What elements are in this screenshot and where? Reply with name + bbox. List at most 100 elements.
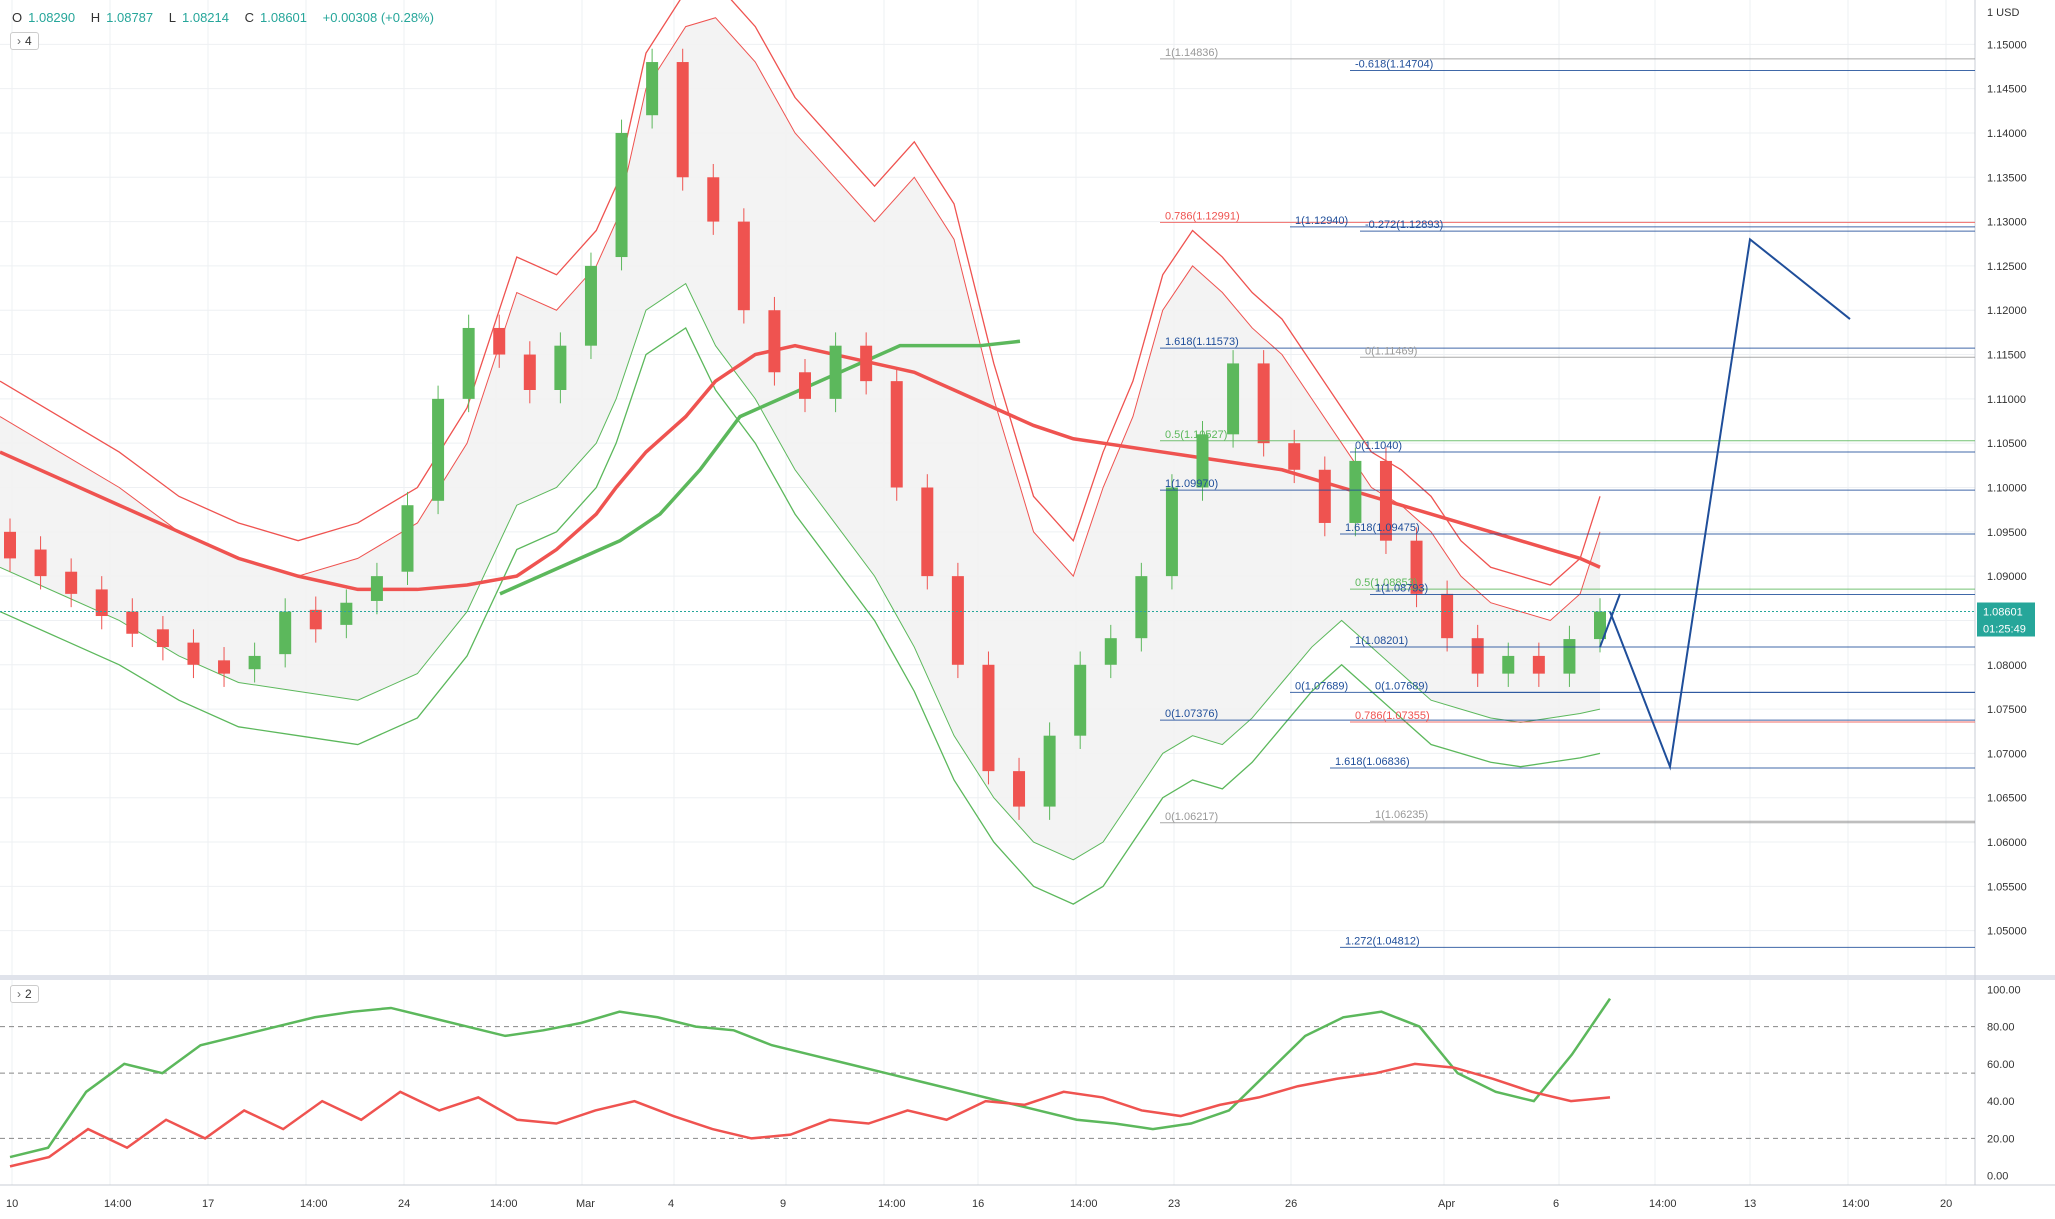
price-axis-tick: 1.13500 [1987, 172, 2027, 184]
chevron-right-icon: › [17, 34, 21, 48]
projection-path [1609, 237, 1851, 771]
time-axis-tick: 14:00 [1070, 1198, 1098, 1210]
fib-level-label: 1(1.09970) [1165, 478, 1218, 490]
candle-body [768, 310, 781, 373]
candle-body [707, 177, 720, 222]
candle-body [4, 531, 16, 559]
candle-body [156, 629, 169, 648]
high-label: H [90, 10, 101, 25]
time-axis-tick: 6 [1553, 1198, 1559, 1210]
price-axis-tick: 1.14000 [1987, 128, 2027, 140]
candle-body [1165, 487, 1178, 577]
fib-level-label: 0.786(1.12991) [1165, 210, 1240, 222]
time-axis-tick: 14:00 [104, 1198, 132, 1210]
candle-body [1074, 664, 1087, 736]
candle-body [370, 576, 383, 601]
currency-label: 1 USD [1987, 7, 2019, 19]
fib-level-label: 1.272(1.04812) [1345, 935, 1420, 947]
candle-body [554, 345, 567, 390]
chevron-right-icon: › [17, 987, 21, 1001]
price-axis-tick: 1.09000 [1987, 571, 2027, 583]
price-axis-tick: 1.09500 [1987, 527, 2027, 539]
moving-average-green [499, 339, 1021, 596]
candle-body [523, 354, 536, 390]
moving-average-red [0, 343, 1601, 592]
price-axis-tick: 1.12000 [1987, 305, 2027, 317]
time-axis-tick: 10 [6, 1198, 18, 1210]
time-axis-tick: 14:00 [1649, 1198, 1677, 1210]
osc-pane-indicator-toggle[interactable]: › 2 [10, 985, 39, 1003]
fib-level-label: 1(1.12940) [1295, 215, 1348, 227]
close-value: 1.08601 [260, 10, 308, 25]
time-axis-tick: Apr [1438, 1198, 1455, 1210]
price-axis-tick: 1.05500 [1987, 881, 2027, 893]
time-axis-tick: 14:00 [878, 1198, 906, 1210]
candle-body [1196, 434, 1209, 488]
close-label: C [244, 10, 255, 25]
fib-level-label: 0(1.1040) [1355, 440, 1402, 452]
candle-body [615, 132, 628, 258]
fib-level-label: 1(1.06235) [1375, 809, 1428, 821]
candle-body [921, 487, 934, 577]
candle-body [126, 611, 139, 634]
fib-level-label: 1.618(1.06836) [1335, 756, 1410, 768]
upper-envelope-outer [0, 0, 1601, 586]
fib-level-label: 1(1.08793) [1375, 582, 1428, 594]
candle-body [1288, 443, 1301, 470]
time-axis-tick: 4 [668, 1198, 674, 1210]
fib-level-label: 0(1.07376) [1165, 708, 1218, 720]
candle-body [432, 398, 445, 501]
candle-body [1471, 638, 1484, 674]
candle-body [1043, 735, 1056, 807]
countdown-bg [1977, 619, 2035, 637]
open-value: 1.08290 [28, 10, 76, 25]
price-axis-tick: 1.13000 [1987, 217, 2027, 229]
countdown-tag: 01:25:49 [1983, 624, 2026, 636]
oscillator-line-green [9, 997, 1612, 1159]
pane-separator [0, 975, 2055, 980]
time-axis-tick: 23 [1168, 1198, 1180, 1210]
envelope-band [0, 17, 1600, 860]
fib-level-label: 0.786(1.07355) [1355, 710, 1430, 722]
price-axis-tick: 1.07500 [1987, 704, 2027, 716]
price-axis-tick: 1.08000 [1987, 660, 2027, 672]
oscillator-axis-tick: 20.00 [1987, 1133, 2015, 1145]
price-tag: 1.08601 [1983, 607, 2023, 619]
candle-body [951, 576, 964, 665]
candle-body [309, 609, 322, 630]
candle-body [1594, 611, 1606, 640]
change-value: +0.00308 (+0.28%) [322, 10, 434, 25]
candle-body [1379, 460, 1392, 541]
lower-envelope-outer [0, 326, 1601, 905]
time-axis-tick: 14:00 [490, 1198, 518, 1210]
candle-body [1104, 638, 1117, 665]
price-axis-tick: 1.11500 [1987, 350, 2026, 362]
price-axis-tick: 1.05000 [1987, 926, 2027, 938]
candle-body [1532, 655, 1545, 674]
candle-body [34, 549, 47, 577]
oscillator-axis-tick: 40.00 [1987, 1096, 2015, 1108]
price-axis-tick: 1.10000 [1987, 483, 2027, 495]
time-axis-tick: 24 [398, 1198, 410, 1210]
candle-body [187, 642, 200, 665]
fib-level-label: -0.618(1.14704) [1355, 59, 1433, 71]
price-axis-tick: 1.10500 [1987, 438, 2027, 450]
candle-body [799, 372, 811, 399]
candle-body [1227, 363, 1240, 435]
candle-body [890, 381, 903, 488]
candle-body [646, 62, 659, 116]
time-axis-tick: 26 [1285, 1198, 1297, 1210]
time-axis-tick: Mar [576, 1198, 595, 1210]
price-axis-tick: 1.14500 [1987, 84, 2027, 96]
fib-level-label: 1(1.14836) [1165, 47, 1218, 59]
time-axis-tick: 20 [1940, 1198, 1952, 1210]
candle-body [340, 602, 353, 625]
candle-body [1013, 771, 1026, 807]
ohlc-legend: O 1.08290 H 1.08787 L 1.08214 C 1.08601 +0.0… [12, 10, 440, 25]
price-axis-tick: 1.06500 [1987, 793, 2027, 805]
time-axis-tick: 17 [202, 1198, 214, 1210]
main-pane-indicator-toggle[interactable]: › 4 [10, 32, 39, 50]
time-axis-tick: 9 [780, 1198, 786, 1210]
main-pane-count: 4 [25, 34, 32, 48]
